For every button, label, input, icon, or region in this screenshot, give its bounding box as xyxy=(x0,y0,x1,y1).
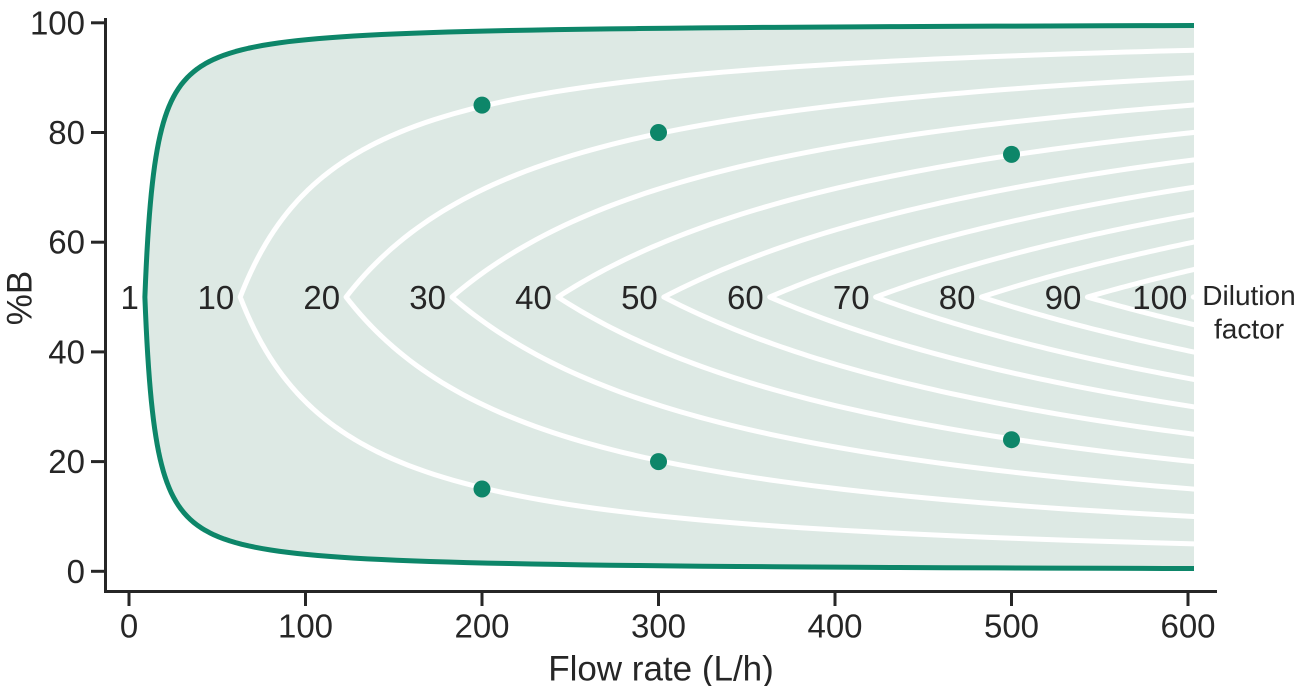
operating-points-group xyxy=(473,96,1020,498)
contour-label-20: 20 xyxy=(303,279,340,316)
x-axis-title: Flow rate (L/h) xyxy=(548,650,774,686)
operating-point-2 xyxy=(650,124,667,141)
contour-line-80 xyxy=(979,239,1194,355)
contour-line-60 xyxy=(767,184,1194,410)
x-tick-label-300: 300 xyxy=(631,608,686,645)
contour-label-90: 90 xyxy=(1045,279,1082,316)
x-ticks-group: 0 100 200 300 400 500 600 xyxy=(120,591,1216,645)
contour-label-40: 40 xyxy=(515,279,552,316)
contour-label-50: 50 xyxy=(621,279,658,316)
y-tick-label-60: 60 xyxy=(48,224,85,261)
operating-point-4 xyxy=(473,480,491,498)
y-axis-title: %B xyxy=(1,271,40,325)
axes-group xyxy=(104,18,1217,593)
y-tick-label-20: 20 xyxy=(48,443,85,480)
contour-line-90 xyxy=(1084,266,1194,328)
y-ticks-group: 0 20 40 60 80 100 xyxy=(30,4,106,590)
x-tick-label-200: 200 xyxy=(454,608,509,645)
contour-line-70 xyxy=(873,212,1194,382)
contour-line-30 xyxy=(449,102,1194,492)
operating-point-1 xyxy=(473,96,491,114)
shaded-operating-region xyxy=(144,25,1194,569)
contour-line-50 xyxy=(661,157,1194,437)
contour-label-60: 60 xyxy=(727,279,764,316)
boundary-curve xyxy=(142,23,1194,572)
contour-line-100 xyxy=(1190,294,1194,300)
contour-label-10: 10 xyxy=(197,279,234,316)
operating-region-group xyxy=(144,25,1194,569)
contour-line-40 xyxy=(555,129,1194,465)
y-tick-label-0: 0 xyxy=(67,553,85,590)
contour-label-1: 1 xyxy=(121,279,139,316)
operating-point-3 xyxy=(1003,145,1020,163)
contour-line-10 xyxy=(237,47,1194,547)
contour-label-100: 100 xyxy=(1132,279,1187,316)
x-tick-label-0: 0 xyxy=(120,608,138,645)
x-tick-label-500: 500 xyxy=(984,608,1039,645)
contour-line-20 xyxy=(343,75,1194,519)
x-tick-label-400: 400 xyxy=(807,608,862,645)
x-tick-label-100: 100 xyxy=(278,608,333,645)
operating-point-5 xyxy=(650,453,667,471)
contour-label-70: 70 xyxy=(833,279,870,316)
contour-lines-group xyxy=(237,47,1194,547)
contour-legend-line-2: factor xyxy=(1214,314,1284,345)
operating-point-6 xyxy=(1003,431,1020,449)
y-tick-label-100: 100 xyxy=(30,4,85,41)
y-tick-label-40: 40 xyxy=(48,333,85,370)
contour-label-80: 80 xyxy=(939,279,976,316)
contour-labels-group: 1 10 20 30 40 50 60 70 80 90 100 xyxy=(121,279,1188,316)
contour-label-30: 30 xyxy=(409,279,446,316)
x-tick-label-600: 600 xyxy=(1160,608,1215,645)
y-tick-label-80: 80 xyxy=(48,114,85,151)
contour-legend-line-1: Dilution xyxy=(1202,280,1295,311)
